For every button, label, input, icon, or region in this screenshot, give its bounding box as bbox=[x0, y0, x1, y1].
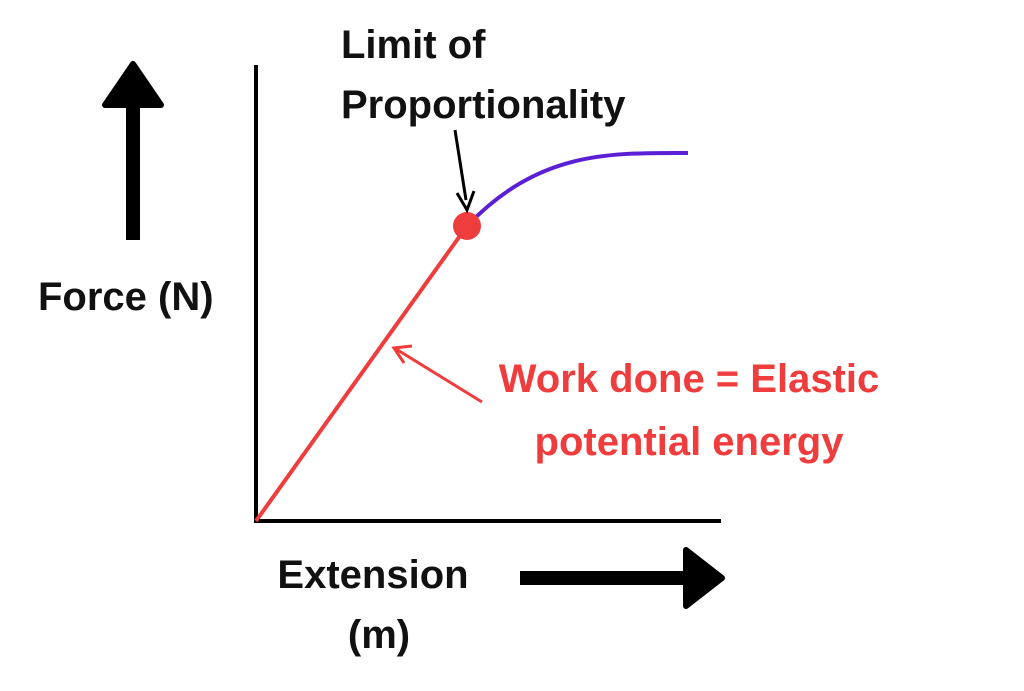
annotation: Work done = Elastic bbox=[499, 357, 880, 401]
annotation: Limit of bbox=[341, 23, 486, 67]
plastic-region bbox=[465, 150, 689, 228]
annotation: potential energy bbox=[535, 420, 845, 464]
work-pointer bbox=[391, 344, 483, 404]
x-axis-label: Extension bbox=[277, 553, 468, 597]
linear-region bbox=[254, 224, 469, 523]
extension-arrow bbox=[520, 547, 725, 609]
force-arrow bbox=[102, 61, 164, 240]
limit-pointer bbox=[453, 129, 476, 214]
y-axis-label: Force (N) bbox=[38, 275, 214, 319]
annotation: Proportionality bbox=[341, 83, 626, 127]
limit-point bbox=[453, 212, 481, 240]
x-axis-label: (m) bbox=[348, 613, 410, 657]
